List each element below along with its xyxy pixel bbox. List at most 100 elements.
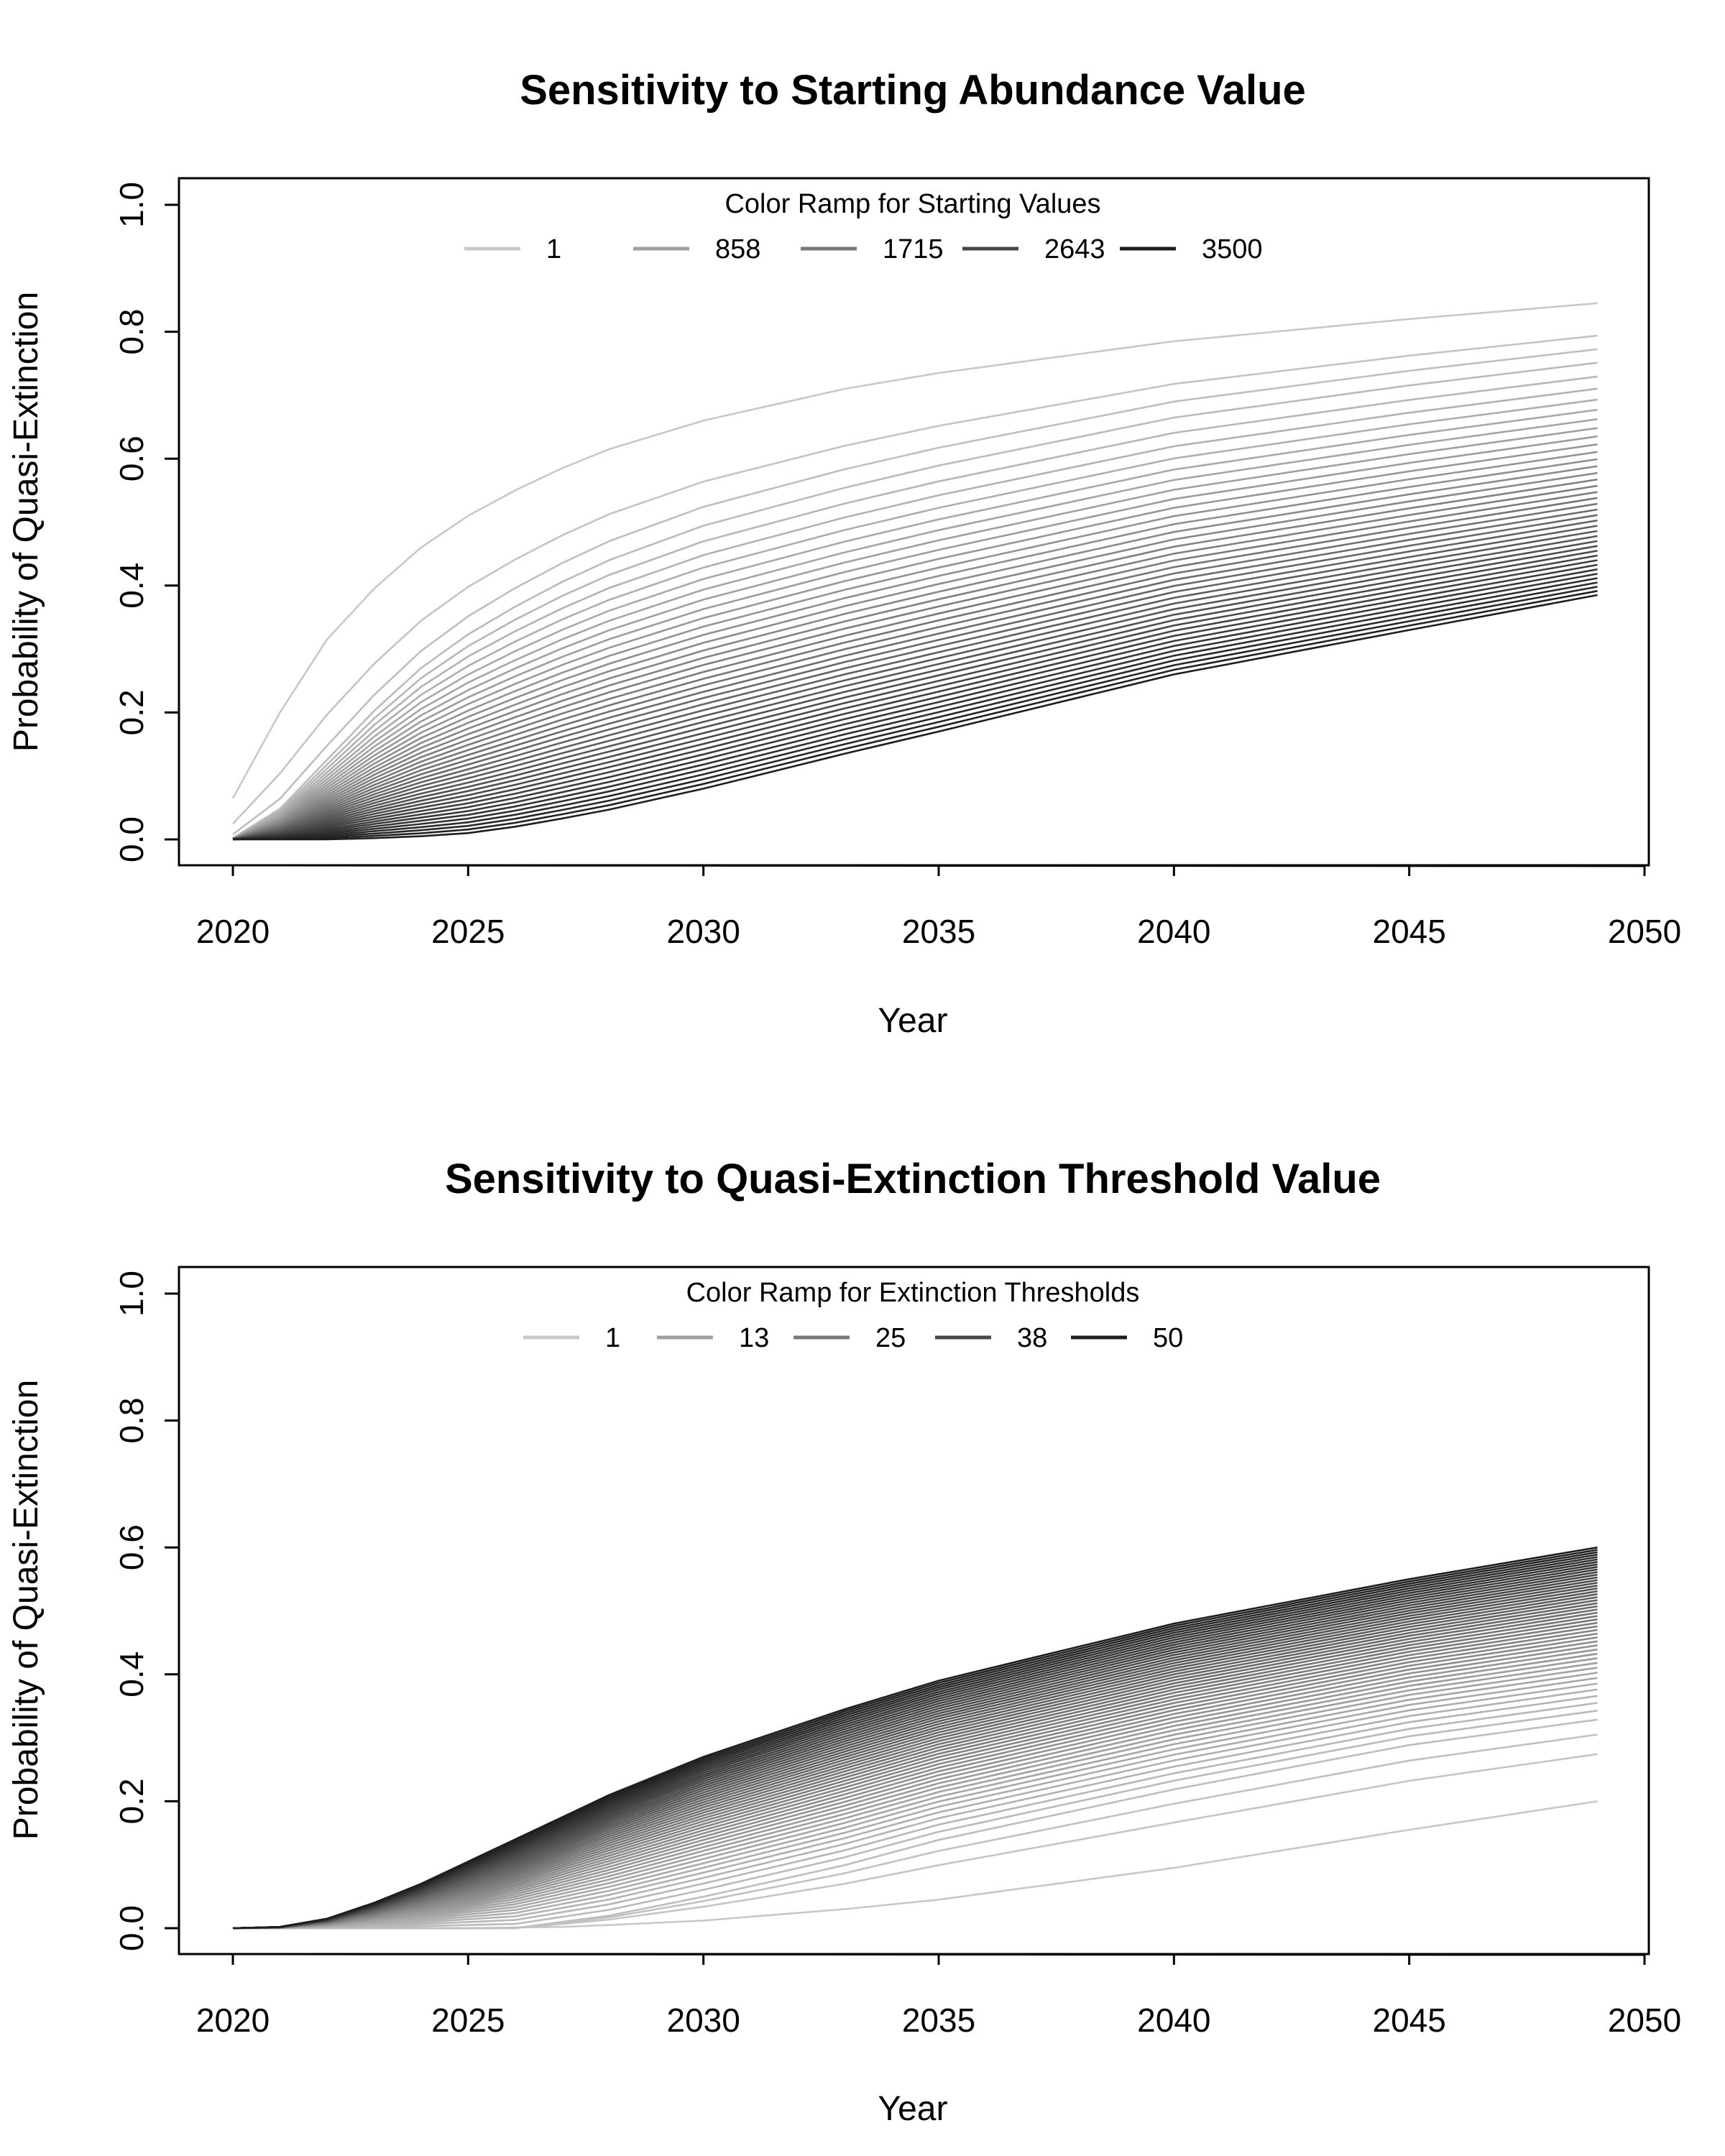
x-tick-label: 2030 bbox=[666, 913, 740, 950]
series-line bbox=[232, 471, 1598, 840]
series-line bbox=[232, 581, 1598, 841]
series-line bbox=[232, 559, 1598, 840]
series-line bbox=[232, 508, 1598, 840]
y-tick-label: 0.6 bbox=[113, 1524, 150, 1570]
series-line bbox=[232, 1602, 1598, 1930]
legend-label: 1 bbox=[605, 1323, 620, 1353]
series-line bbox=[232, 514, 1598, 840]
series-line bbox=[232, 1644, 1598, 1930]
series-line bbox=[232, 458, 1598, 840]
legend-label: 858 bbox=[715, 234, 760, 264]
series-line bbox=[232, 1625, 1598, 1930]
series-line bbox=[232, 361, 1598, 839]
y-tick-label: 0.2 bbox=[113, 689, 150, 735]
series-line bbox=[232, 577, 1598, 841]
series-line bbox=[232, 408, 1598, 839]
series-line bbox=[232, 465, 1598, 840]
series-line bbox=[232, 1582, 1598, 1930]
series-line bbox=[232, 398, 1598, 839]
series-line bbox=[232, 1667, 1598, 1930]
x-tick-label: 2045 bbox=[1372, 913, 1445, 950]
legend-label: 13 bbox=[739, 1323, 769, 1353]
series-line bbox=[232, 478, 1598, 840]
series-line bbox=[232, 1615, 1598, 1930]
series-line bbox=[232, 1640, 1598, 1930]
series-line bbox=[232, 568, 1598, 841]
legend-label: 50 bbox=[1153, 1323, 1183, 1353]
series-line bbox=[232, 1546, 1598, 1930]
series-line bbox=[232, 563, 1598, 841]
legend: Color Ramp for Extinction Thresholds 1 13… bbox=[523, 1278, 1183, 1353]
series-line bbox=[232, 590, 1598, 841]
series-line bbox=[232, 1608, 1598, 1930]
y-axis-label: Probability of Quasi-Extinction bbox=[7, 1380, 45, 1840]
series-line bbox=[232, 573, 1598, 841]
series-line bbox=[233, 1718, 1598, 1930]
x-axis: 2020 2025 2030 2035 2040 2045 2050 bbox=[196, 1953, 1681, 2039]
legend-title: Color Ramp for Extinction Thresholds bbox=[686, 1278, 1140, 1308]
x-tick-label: 2020 bbox=[196, 2001, 270, 2039]
series-line bbox=[232, 497, 1598, 840]
series-line bbox=[232, 375, 1598, 839]
series-line bbox=[232, 427, 1598, 839]
series-line bbox=[232, 387, 1598, 839]
y-tick-label: 0.4 bbox=[113, 563, 150, 609]
series-line bbox=[232, 1695, 1598, 1930]
series-line bbox=[232, 1677, 1598, 1930]
series-line bbox=[232, 1672, 1598, 1930]
legend-label: 1 bbox=[546, 234, 561, 264]
series-line bbox=[232, 1662, 1598, 1930]
legend-label: 38 bbox=[1017, 1323, 1047, 1353]
series-line bbox=[232, 1618, 1598, 1930]
series-line bbox=[232, 1599, 1598, 1930]
series-line bbox=[232, 1587, 1598, 1930]
series-line bbox=[231, 302, 1598, 799]
y-tick-label: 1.0 bbox=[113, 182, 150, 228]
legend-label: 2643 bbox=[1044, 234, 1105, 264]
series-line bbox=[233, 594, 1598, 841]
y-tick-label: 0.6 bbox=[113, 436, 150, 482]
chart-panel-starting-abundance: Sensitivity to Starting Abundance Value … bbox=[7, 67, 1681, 1040]
legend: Color Ramp for Starting Values 1 858 1715 2… bbox=[464, 189, 1263, 264]
legend-label: 1715 bbox=[883, 234, 944, 264]
series-line bbox=[232, 554, 1598, 840]
series-lines bbox=[231, 302, 1598, 841]
series-line bbox=[232, 418, 1598, 839]
y-tick-label: 0.0 bbox=[113, 816, 150, 862]
series-line bbox=[232, 519, 1598, 840]
series-line bbox=[232, 530, 1598, 840]
series-line bbox=[232, 348, 1598, 836]
y-tick-label: 0.0 bbox=[113, 1905, 150, 1951]
series-line bbox=[232, 1682, 1598, 1930]
x-tick-label: 2050 bbox=[1608, 913, 1681, 950]
y-axis: 0.0 0.2 0.4 0.6 0.8 1.0 bbox=[113, 182, 180, 862]
series-line bbox=[232, 1636, 1598, 1930]
series-line bbox=[232, 1628, 1598, 1930]
y-tick-label: 0.8 bbox=[113, 1398, 150, 1444]
y-tick-label: 1.0 bbox=[113, 1271, 150, 1317]
series-line bbox=[232, 1632, 1598, 1930]
series-line bbox=[232, 1688, 1598, 1930]
x-axis: 2020 2025 2030 2035 2040 2045 2050 bbox=[196, 864, 1681, 950]
x-axis-label: Year bbox=[878, 1002, 948, 1040]
series-line bbox=[232, 1593, 1598, 1930]
y-tick-label: 0.8 bbox=[113, 309, 150, 355]
legend-label: 3500 bbox=[1202, 234, 1263, 264]
series-line bbox=[232, 535, 1598, 840]
y-tick-label: 0.2 bbox=[113, 1778, 150, 1824]
y-axis: 0.0 0.2 0.4 0.6 0.8 1.0 bbox=[113, 1271, 180, 1951]
series-line bbox=[232, 1611, 1598, 1930]
series-line bbox=[232, 1652, 1598, 1930]
series-line bbox=[232, 334, 1598, 825]
series-line bbox=[232, 1605, 1598, 1930]
x-tick-label: 2040 bbox=[1137, 2001, 1210, 2039]
chart-panel-extinction-threshold: Sensitivity to Quasi-Extinction Threshol… bbox=[7, 1156, 1681, 2128]
series-line bbox=[232, 451, 1598, 840]
x-tick-label: 2035 bbox=[902, 2001, 975, 2039]
chart-title: Sensitivity to Quasi-Extinction Threshol… bbox=[445, 1156, 1381, 1202]
series-line bbox=[232, 502, 1598, 840]
series-line bbox=[232, 1596, 1598, 1930]
series-line bbox=[232, 443, 1598, 840]
series-lines bbox=[232, 1546, 1598, 1930]
